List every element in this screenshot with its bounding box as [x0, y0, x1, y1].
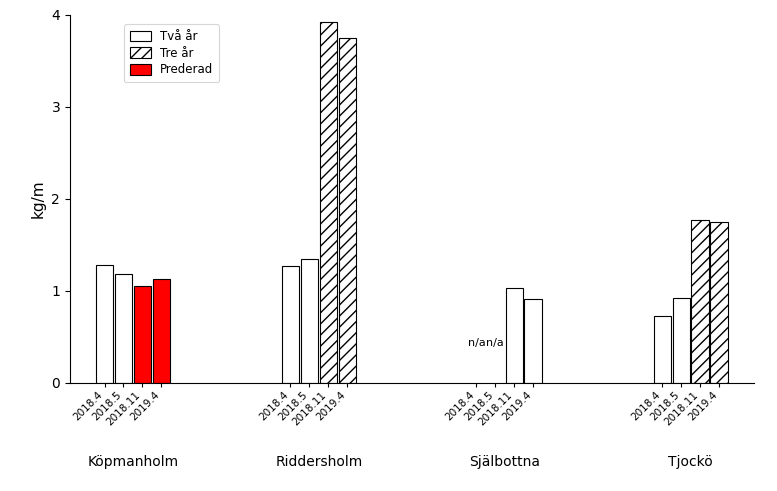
Text: n/a: n/a — [468, 338, 486, 348]
Text: Själbottna: Själbottna — [469, 455, 540, 469]
Legend: Två år, Tre år, Prederad: Två år, Tre år, Prederad — [124, 25, 219, 82]
Bar — [673, 299, 690, 383]
Bar — [134, 286, 151, 383]
Bar — [115, 274, 132, 383]
Text: n/a: n/a — [486, 338, 504, 348]
Bar — [96, 265, 113, 383]
Bar — [339, 38, 356, 383]
Text: Riddersholm: Riddersholm — [275, 455, 363, 469]
Text: Köpmanholm: Köpmanholm — [87, 455, 179, 469]
Y-axis label: kg/m: kg/m — [31, 180, 46, 218]
Bar — [152, 279, 170, 383]
Bar — [710, 222, 728, 383]
Bar — [653, 316, 671, 383]
Text: Tjockö: Tjockö — [668, 455, 713, 469]
Bar — [319, 22, 337, 383]
Bar — [524, 299, 542, 383]
Bar — [692, 220, 709, 383]
Bar — [506, 288, 523, 383]
Bar — [301, 259, 318, 383]
Bar — [282, 266, 299, 383]
